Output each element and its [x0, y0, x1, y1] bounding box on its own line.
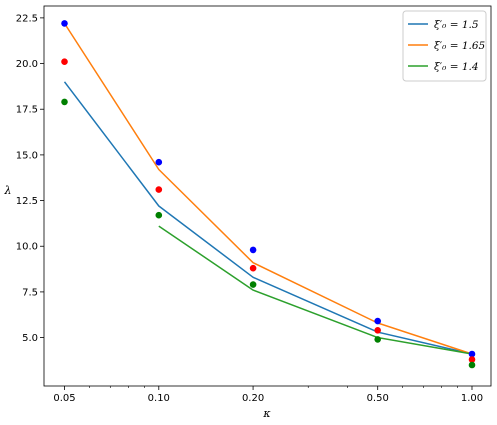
y-tick-label-4: 15.0 [16, 150, 38, 161]
scatter-point-2-4 [468, 361, 476, 369]
scatter-point-2-1 [155, 211, 163, 219]
x-tick-label-2: 0.20 [242, 393, 264, 404]
scatter-point-0-0 [61, 20, 68, 27]
y-tick-label-5: 17.5 [16, 105, 38, 116]
scatter-point-0-2 [249, 246, 257, 254]
x-axis-ticks: 0.05 0.10 0.20 0.50 1.00 [53, 386, 483, 404]
legend: ξ′₀ = 1.5 ξ′₀ = 1.65 ξ′₀ = 1.4 [402, 10, 487, 82]
scatter-points [61, 20, 476, 369]
y-axis-ticks: 5.0 7.5 10.0 12.5 15.0 17.5 20.0 22.5 [16, 13, 44, 344]
y-tick-label-2: 10.0 [16, 242, 38, 253]
legend-label-2: ξ′₀ = 1.4 [434, 61, 479, 73]
x-tick-label-3: 0.50 [367, 393, 389, 404]
scatter-point-1-2 [249, 264, 257, 272]
scatter-point-2-2 [249, 281, 257, 288]
series-line-1 [63, 22, 473, 355]
scatter-point-2-0 [61, 98, 68, 106]
y-tick-label-3: 12.5 [16, 196, 38, 207]
y-axis-label: λ [4, 184, 12, 197]
y-tick-label-7: 22.5 [16, 13, 38, 24]
series-line-0 [63, 81, 473, 355]
series-lines [63, 22, 473, 355]
plot-frame [43, 5, 492, 387]
y-tick-label-6: 20.0 [16, 59, 38, 70]
scatter-point-1-3 [374, 327, 382, 334]
scatter-point-1-4 [468, 356, 476, 363]
legend-box [402, 10, 487, 82]
y-tick-label-1: 7.5 [22, 287, 38, 298]
x-tick-label-0: 0.05 [53, 393, 75, 404]
scatter-point-1-1 [155, 186, 163, 193]
x-tick-label-1: 0.10 [148, 393, 170, 404]
scatter-point-0-1 [155, 158, 163, 166]
x-tick-label-4: 1.00 [461, 393, 483, 404]
series-line-2 [158, 225, 473, 355]
scatter-point-2-3 [374, 336, 382, 343]
y-tick-label-0: 5.0 [22, 333, 38, 344]
scatter-point-1-0 [61, 58, 68, 65]
legend-label-1: ξ′₀ = 1.65 [434, 40, 486, 52]
scatter-point-0-3 [374, 317, 382, 325]
scatter-point-0-4 [468, 350, 476, 358]
x-axis-label: κ [262, 407, 271, 420]
legend-label-0: ξ′₀ = 1.5 [434, 19, 479, 31]
